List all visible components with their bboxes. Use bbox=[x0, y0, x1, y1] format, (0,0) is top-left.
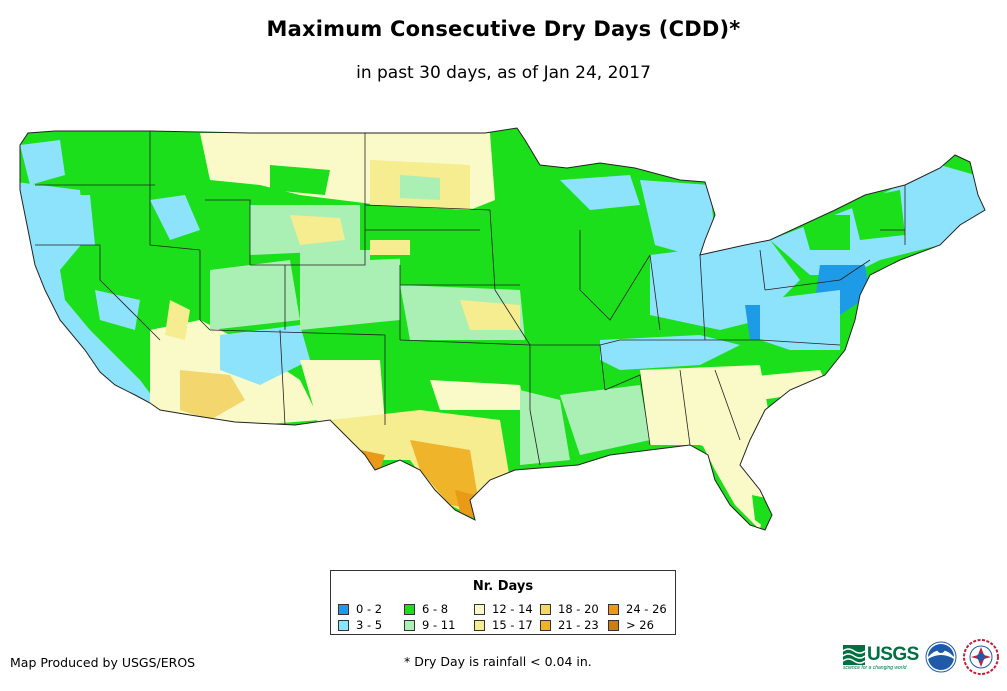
legend-item: 15 - 17 bbox=[474, 617, 540, 633]
map-title: Maximum Consecutive Dry Days (CDD)* bbox=[266, 17, 741, 41]
legend-item: 12 - 14 bbox=[474, 601, 540, 617]
legend-item: 24 - 26 bbox=[608, 601, 674, 617]
legend-label: 12 - 14 bbox=[492, 602, 533, 616]
legend-label: > 26 bbox=[626, 618, 654, 632]
legend-swatch bbox=[608, 619, 619, 631]
dry-day-footnote: * Dry Day is rainfall < 0.04 in. bbox=[404, 654, 592, 669]
legend-box: Nr. Days 0 - 2 3 - 5 6 - 8 9 - 11 12 - 14 15 … bbox=[330, 570, 676, 635]
legend-swatch bbox=[474, 603, 485, 615]
legend-label: 15 - 17 bbox=[492, 618, 533, 632]
legend-item: 3 - 5 bbox=[338, 617, 404, 633]
legend-swatch bbox=[540, 619, 551, 631]
legend-label: 6 - 8 bbox=[422, 602, 449, 616]
map-subtitle: in past 30 days, as of Jan 24, 2017 bbox=[356, 63, 651, 83]
legend-label: 3 - 5 bbox=[356, 618, 383, 632]
map-credit: Map Produced by USGS/EROS bbox=[10, 655, 196, 670]
legend-swatch bbox=[474, 619, 485, 631]
legend-item: 6 - 8 bbox=[404, 601, 474, 617]
legend-swatch bbox=[608, 603, 619, 615]
legend-item: 0 - 2 bbox=[338, 601, 404, 617]
legend-label: 24 - 26 bbox=[626, 602, 667, 616]
legend-swatch bbox=[338, 619, 349, 631]
usgs-tagline: science for a changing world bbox=[843, 665, 907, 671]
legend-label: 21 - 23 bbox=[558, 618, 599, 632]
legend-grid: 0 - 2 3 - 5 6 - 8 9 - 11 12 - 14 15 - 17 18 - … bbox=[338, 601, 676, 633]
usgs-wave-icon bbox=[843, 645, 865, 665]
legend-item: > 26 bbox=[608, 617, 674, 633]
nws-logo-icon bbox=[963, 639, 999, 675]
legend-label: 0 - 2 bbox=[356, 602, 383, 616]
legend-swatch bbox=[540, 603, 551, 615]
legend-item: 18 - 20 bbox=[540, 601, 608, 617]
legend-item: 21 - 23 bbox=[540, 617, 608, 633]
legend-label: 18 - 20 bbox=[558, 602, 599, 616]
legend-title: Nr. Days bbox=[472, 579, 534, 594]
legend-label: 9 - 11 bbox=[422, 618, 456, 632]
legend-item: 9 - 11 bbox=[404, 617, 474, 633]
noaa-logo-icon bbox=[925, 641, 957, 673]
legend-swatch bbox=[338, 603, 349, 615]
usgs-logo: USGS bbox=[843, 641, 919, 669]
legend-swatch bbox=[404, 603, 415, 615]
legend-swatch bbox=[404, 619, 415, 631]
usgs-wordmark: USGS bbox=[867, 644, 919, 665]
cdd-map bbox=[19, 127, 986, 531]
